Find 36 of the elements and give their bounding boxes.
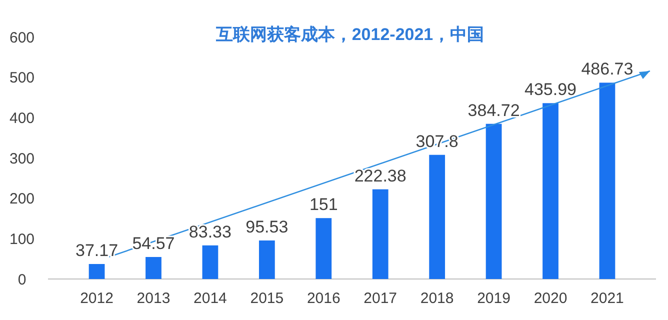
x-tick-label: 2019 — [477, 290, 510, 307]
bar — [486, 124, 502, 279]
y-tick-label: 500 — [9, 70, 35, 87]
data-label: 486.73 — [581, 60, 634, 79]
data-label: 37.17 — [76, 241, 118, 260]
x-tick-label: 2020 — [534, 290, 568, 307]
data-label: 83.33 — [188, 222, 232, 242]
bar — [202, 245, 218, 279]
bar — [146, 256, 162, 279]
x-tick-label: 2013 — [136, 290, 170, 307]
x-tick-label: 2018 — [420, 290, 454, 307]
x-tick-label: 2021 — [590, 290, 624, 307]
chart-title: 互联网获客成本，2012-2021，中国 — [214, 25, 484, 44]
x-tick-label: 2014 — [194, 290, 227, 307]
y-tick-label: 100 — [9, 230, 35, 248]
bar — [316, 218, 332, 279]
data-label: 151 — [309, 195, 338, 214]
y-tick-label: 600 — [9, 29, 35, 46]
x-tick-label: 2015 — [250, 290, 284, 307]
x-tick-label: 2016 — [306, 290, 340, 307]
y-tick-label: 0 — [18, 271, 26, 288]
data-label: 222.38 — [354, 166, 406, 186]
data-label: 95.53 — [246, 217, 288, 236]
bar — [429, 154, 446, 279]
y-tick-label: 200 — [9, 190, 35, 208]
y-tick-label: 300 — [9, 150, 35, 168]
data-label: 384.72 — [468, 100, 520, 120]
bar — [542, 103, 558, 279]
data-label: 435.99 — [524, 80, 577, 100]
y-tick-label: 400 — [9, 110, 35, 127]
x-tick-label: 2012 — [80, 290, 114, 307]
bar — [372, 189, 388, 279]
x-tick-label: 2017 — [364, 290, 398, 307]
bar — [599, 82, 616, 279]
bar — [88, 264, 105, 279]
bar — [258, 240, 275, 279]
